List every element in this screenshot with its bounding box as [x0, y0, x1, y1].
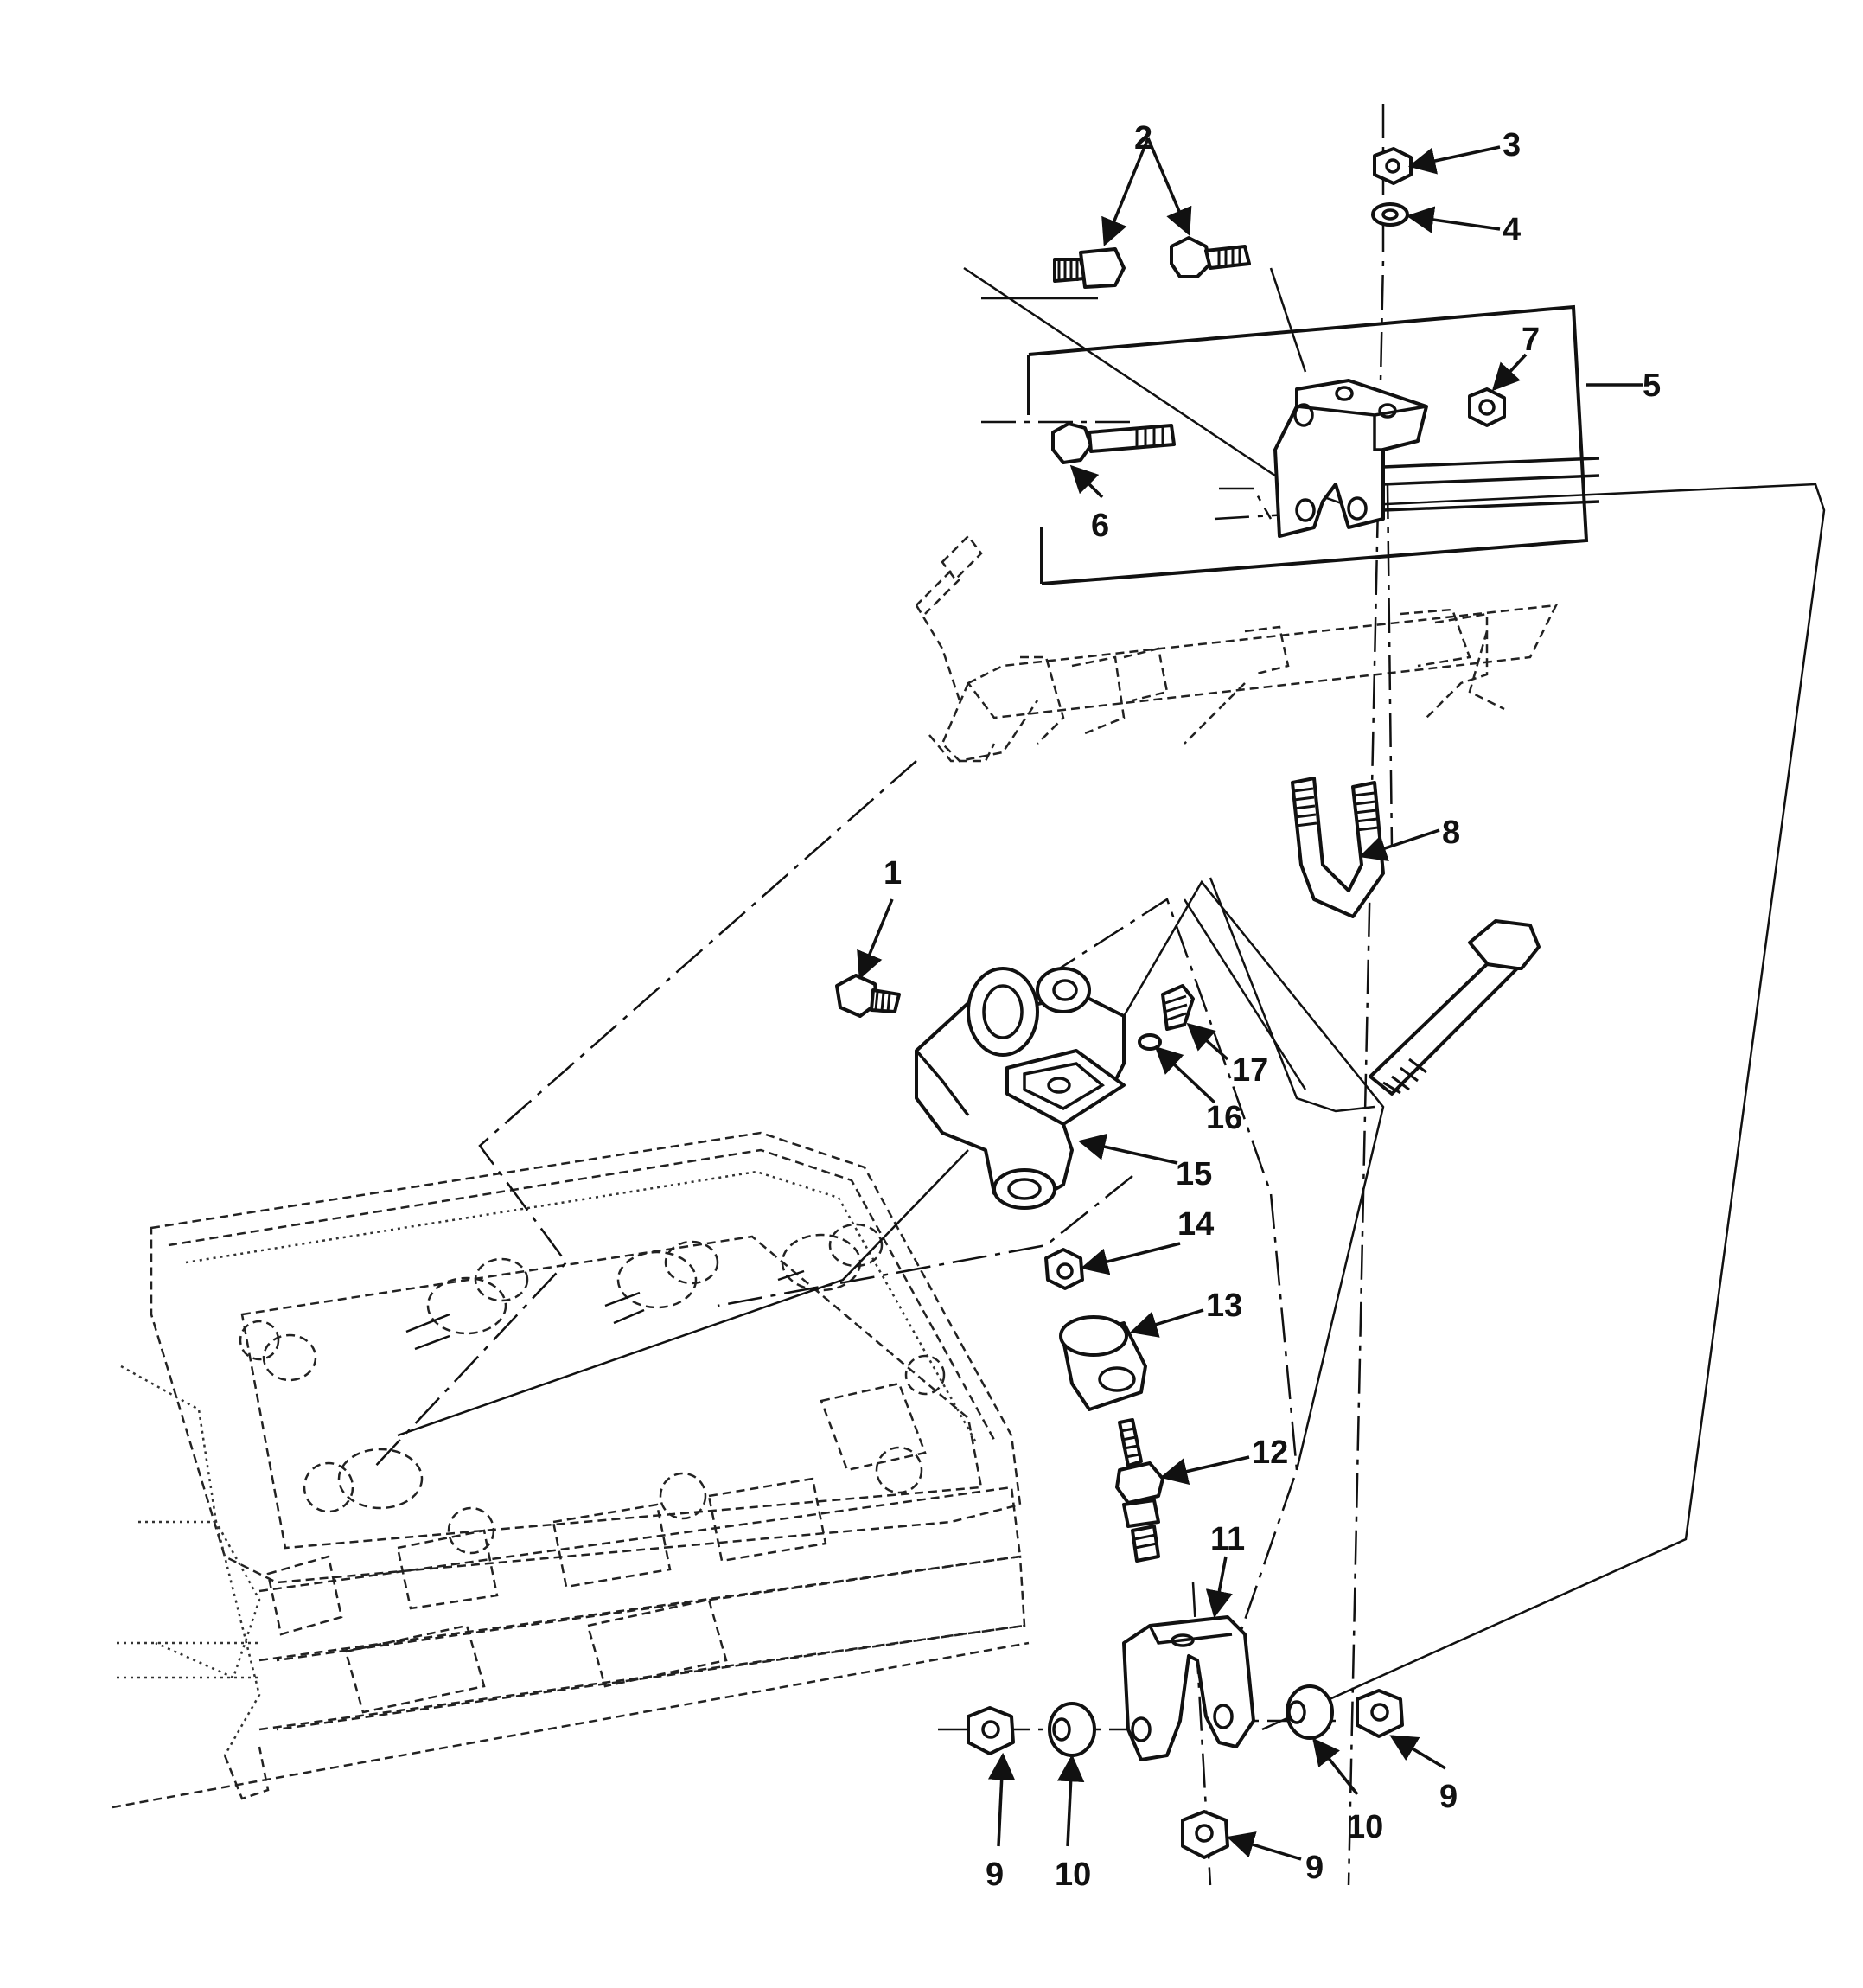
- ball-stud: [1115, 1418, 1164, 1563]
- long-bolt: [1051, 422, 1176, 464]
- lock-washer-top: [1371, 202, 1409, 227]
- callout-5: 5: [1643, 368, 1661, 404]
- clevis-bracket: [1122, 1615, 1255, 1761]
- hex-nut-top: [1373, 147, 1413, 185]
- callout-15: 15: [1176, 1156, 1212, 1192]
- callout-7: 7: [1522, 322, 1540, 358]
- hex-nut-right: [1468, 387, 1506, 427]
- support-bracket: [1273, 379, 1600, 538]
- bottom-center-nut: [1181, 1810, 1229, 1859]
- callout-16: 16: [1206, 1100, 1242, 1136]
- leader-lines: [857, 137, 1643, 1861]
- bottom-left-nut: [967, 1706, 1015, 1755]
- callout-12: 12: [1252, 1435, 1288, 1471]
- callout-8: 8: [1442, 815, 1460, 851]
- set-screw: [1161, 984, 1195, 1031]
- callout-14: 14: [1177, 1206, 1214, 1243]
- bottom-right-nut: [1356, 1689, 1404, 1738]
- u-bolt: [1291, 777, 1385, 918]
- callout-2: 2: [1134, 120, 1152, 157]
- hex-nut-middle: [1044, 1248, 1084, 1290]
- callout-17: 17: [1232, 1052, 1268, 1089]
- callout-3: 3: [1503, 127, 1521, 163]
- callout-10-bottom-left: 10: [1055, 1857, 1091, 1893]
- plug-bolt: [835, 974, 901, 1018]
- assembly-centerlines: [371, 104, 1826, 1886]
- engine-cylinder-head: [112, 1131, 1030, 1809]
- main-housing: [915, 967, 1126, 1210]
- bottom-left-washer: [1048, 1702, 1096, 1757]
- callout-9-bottom-right: 9: [1439, 1779, 1458, 1815]
- cylinder-head-bolt-dashed: [915, 534, 983, 701]
- callout-labels: 2 3 4 5 6 7 8 1 17 16 15 14 13 12 11 9 1…: [884, 120, 1661, 1893]
- spacer-bushing: [1059, 1315, 1147, 1411]
- callout-9-bottom-center: 9: [1305, 1850, 1324, 1886]
- bottom-right-washer: [1286, 1684, 1334, 1740]
- callout-6: 6: [1091, 508, 1109, 544]
- callout-13: 13: [1206, 1288, 1242, 1324]
- callout-10-bottom-right: 10: [1347, 1809, 1383, 1845]
- rocker-shaft-assembly: [928, 604, 1559, 763]
- callout-11: 11: [1210, 1521, 1245, 1557]
- bolt-pair: [1053, 236, 1251, 289]
- ball: [1138, 1033, 1162, 1051]
- callout-1: 1: [884, 855, 902, 892]
- callout-4: 4: [1503, 212, 1521, 248]
- callout-9-bottom-left: 9: [986, 1857, 1004, 1893]
- stud-bolt-right: [1369, 919, 1541, 1096]
- bracket-assembly-box: [1027, 304, 1589, 585]
